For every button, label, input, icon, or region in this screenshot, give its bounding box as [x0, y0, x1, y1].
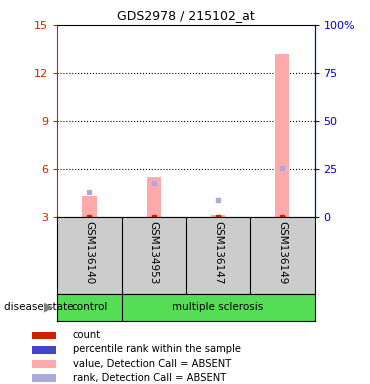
Title: GDS2978 / 215102_at: GDS2978 / 215102_at: [117, 9, 255, 22]
Bar: [83, 196, 97, 217]
Text: rank, Detection Call = ABSENT: rank, Detection Call = ABSENT: [73, 373, 226, 383]
Bar: [275, 54, 289, 217]
Text: percentile rank within the sample: percentile rank within the sample: [73, 344, 241, 354]
Bar: [32, 346, 56, 354]
Text: count: count: [73, 330, 101, 340]
Text: value, Detection Call = ABSENT: value, Detection Call = ABSENT: [73, 359, 231, 369]
Bar: [211, 215, 225, 217]
Text: GSM136149: GSM136149: [278, 221, 287, 284]
Text: GSM134953: GSM134953: [149, 221, 159, 284]
Bar: [32, 332, 56, 339]
Text: control: control: [71, 302, 108, 312]
Text: ▶: ▶: [44, 301, 53, 314]
Bar: [147, 177, 161, 217]
Text: GSM136140: GSM136140: [84, 221, 94, 284]
Text: GSM136147: GSM136147: [213, 221, 223, 284]
Text: multiple sclerosis: multiple sclerosis: [172, 302, 264, 312]
Text: disease state: disease state: [4, 302, 73, 312]
Bar: [32, 374, 56, 382]
Bar: [32, 360, 56, 368]
